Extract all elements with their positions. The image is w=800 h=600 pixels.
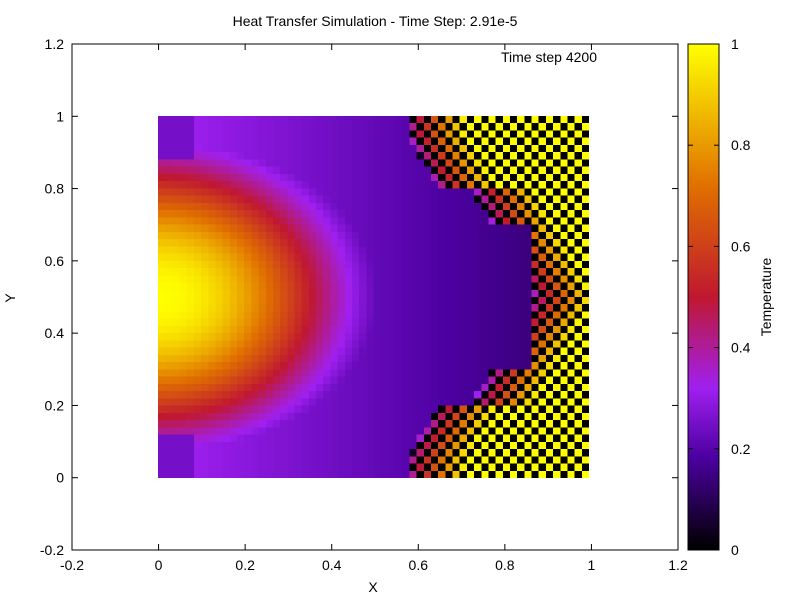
x-tick-label: 0.6 [409,557,429,573]
y-tick-label: 0.8 [45,181,65,197]
y-tick-label: 0 [56,470,64,486]
colorbar-gradient [688,44,719,550]
colorbar-axis: 0 0.2 0.4 0.6 0.8 1 [688,36,751,558]
y-axis-label: Y [2,293,18,303]
x-tick-label: 0.2 [235,557,255,573]
colorbar-tick-label: 0.8 [731,137,751,153]
y-tick-label: 0.6 [45,253,65,269]
chart-title: Heat Transfer Simulation - Time Step: 2.… [233,13,518,29]
y-tick-label: 1.2 [45,36,65,52]
x-axis: -0.2 0 0.2 0.4 0.6 0.8 1 1.2 [60,44,688,573]
x-tick-label: 1.2 [668,557,688,573]
x-axis-label: X [368,579,378,595]
x-tick-label: 1 [588,557,596,573]
colorbar-tick-label: 0.6 [731,238,751,254]
x-tick-label: 0 [155,557,163,573]
colorbar-tick-label: 0 [731,542,739,558]
x-tick-label: -0.2 [60,557,84,573]
colorbar-label: Temperature [758,257,774,336]
colorbar-frame [687,43,720,551]
colorbar-tick-label: 0.4 [731,340,751,356]
y-tick-label: -0.2 [40,542,64,558]
x-tick-label: 0.8 [495,557,515,573]
y-axis: -0.2 0 0.2 0.4 0.6 0.8 1 1.2 [40,36,678,558]
y-tick-label: 0.2 [45,397,65,413]
colorbar-tick-label: 0.2 [731,441,751,457]
colorbar-tick-label: 1 [731,36,739,52]
heatmap-field [158,116,589,478]
x-tick-label: 0.4 [322,557,342,573]
time-step-annotation: Time step 4200 [501,49,597,65]
y-tick-label: 0.4 [45,325,65,341]
y-tick-label: 1 [56,108,64,124]
plot-frame [71,43,679,551]
